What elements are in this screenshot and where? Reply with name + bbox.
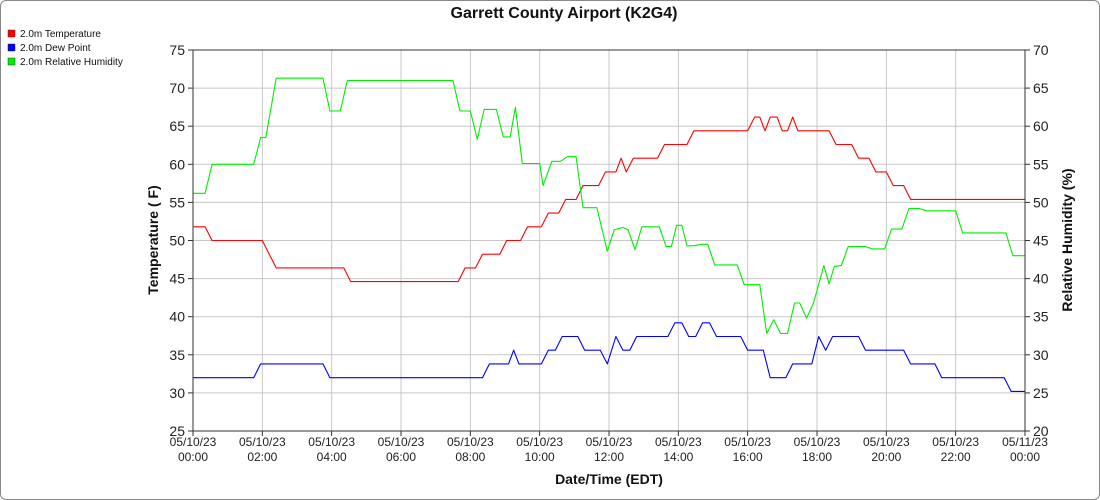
series-layer [193, 77, 1025, 392]
y-right-tick-label: 35 [1033, 309, 1049, 325]
y-left-tick-label: 65 [169, 118, 185, 134]
y-left-tick-label: 40 [169, 309, 185, 325]
x-tick-time: 16:00 [733, 450, 763, 464]
legend-swatch [7, 29, 16, 38]
y-right-tick-label: 55 [1033, 156, 1049, 172]
y-left-tick-label: 75 [169, 42, 185, 58]
x-tick-date: 05/10/23 [724, 435, 771, 449]
y-right-tick-label: 30 [1033, 347, 1049, 363]
x-tick-time: 20:00 [871, 450, 901, 464]
x-tick-date: 05/10/23 [170, 435, 217, 449]
x-tick-date: 05/10/23 [794, 435, 841, 449]
y-right-tick-label: 50 [1033, 194, 1049, 210]
y-left-tick-label: 70 [169, 80, 185, 96]
x-axis-label: Date/Time (EDT) [555, 471, 663, 487]
x-tick-date: 05/10/23 [863, 435, 910, 449]
x-tick-time: 08:00 [455, 450, 485, 464]
x-tick-date: 05/10/23 [447, 435, 494, 449]
y-left-tick-label: 60 [169, 156, 185, 172]
x-tick-time: 22:00 [941, 450, 971, 464]
legend-swatch [7, 57, 16, 66]
x-tick-date: 05/11/23 [1002, 435, 1048, 449]
x-axis-ticks: 05/10/2300:0005/10/2302:0005/10/2304:000… [170, 431, 1048, 464]
legend-swatch [7, 43, 16, 52]
y-left-tick-label: 30 [169, 385, 185, 401]
y-right-tick-label: 40 [1033, 271, 1049, 287]
y-left-tick-label: 50 [169, 233, 185, 249]
x-tick-time: 06:00 [386, 450, 416, 464]
x-tick-date: 05/10/23 [239, 435, 286, 449]
x-tick-date: 05/10/23 [378, 435, 425, 449]
x-tick-date: 05/10/23 [308, 435, 355, 449]
x-tick-date: 05/10/23 [655, 435, 702, 449]
x-tick-time: 00:00 [178, 450, 208, 464]
legend-label: 2.0m Temperature [20, 29, 101, 40]
legend-label: 2.0m Relative Humidity [20, 57, 123, 68]
x-tick-date: 05/10/23 [516, 435, 563, 449]
y-right-tick-label: 70 [1033, 42, 1049, 58]
x-tick-date: 05/10/23 [586, 435, 633, 449]
y-right-tick-label: 20 [1033, 423, 1049, 439]
y-right-tick-label: 65 [1033, 80, 1049, 96]
y-right-tick-label: 45 [1033, 233, 1049, 249]
y-axis-left-ticks: 25 30 35 40 45 50 55 60 65 70 75 [169, 42, 193, 439]
series-line-2-0m-temperature [193, 116, 1025, 283]
series-line-2-0m-relative-humidity [193, 77, 1025, 335]
y-right-tick-label: 60 [1033, 118, 1049, 134]
x-tick-time: 12:00 [594, 450, 624, 464]
y-left-tick-label: 55 [169, 194, 185, 210]
y-right-tick-label: 25 [1033, 385, 1049, 401]
x-tick-time: 14:00 [663, 450, 693, 464]
x-tick-time: 18:00 [802, 450, 832, 464]
legend: 2.0m Temperature 2.0m Dew Point 2.0m Relat… [7, 29, 123, 68]
y-axis-left-label: Temperature ( F) [145, 185, 161, 294]
y-left-tick-label: 35 [169, 347, 185, 363]
x-tick-time: 02:00 [247, 450, 277, 464]
series-line-2-0m-dew-point [193, 322, 1025, 392]
y-left-tick-label: 45 [169, 271, 185, 287]
legend-label: 2.0m Dew Point [20, 43, 91, 54]
x-tick-time: 04:00 [317, 450, 347, 464]
y-axis-right-label: Relative Humidity (%) [1059, 168, 1075, 311]
x-tick-time: 00:00 [1010, 450, 1040, 464]
y-left-tick-label: 25 [169, 423, 185, 439]
x-tick-time: 10:00 [525, 450, 555, 464]
y-axis-right-ticks: 20 25 30 35 40 45 50 55 60 65 70 [1025, 42, 1049, 439]
chart-title: Garrett County Airport (K2G4) [451, 5, 678, 22]
x-tick-date: 05/10/23 [932, 435, 979, 449]
